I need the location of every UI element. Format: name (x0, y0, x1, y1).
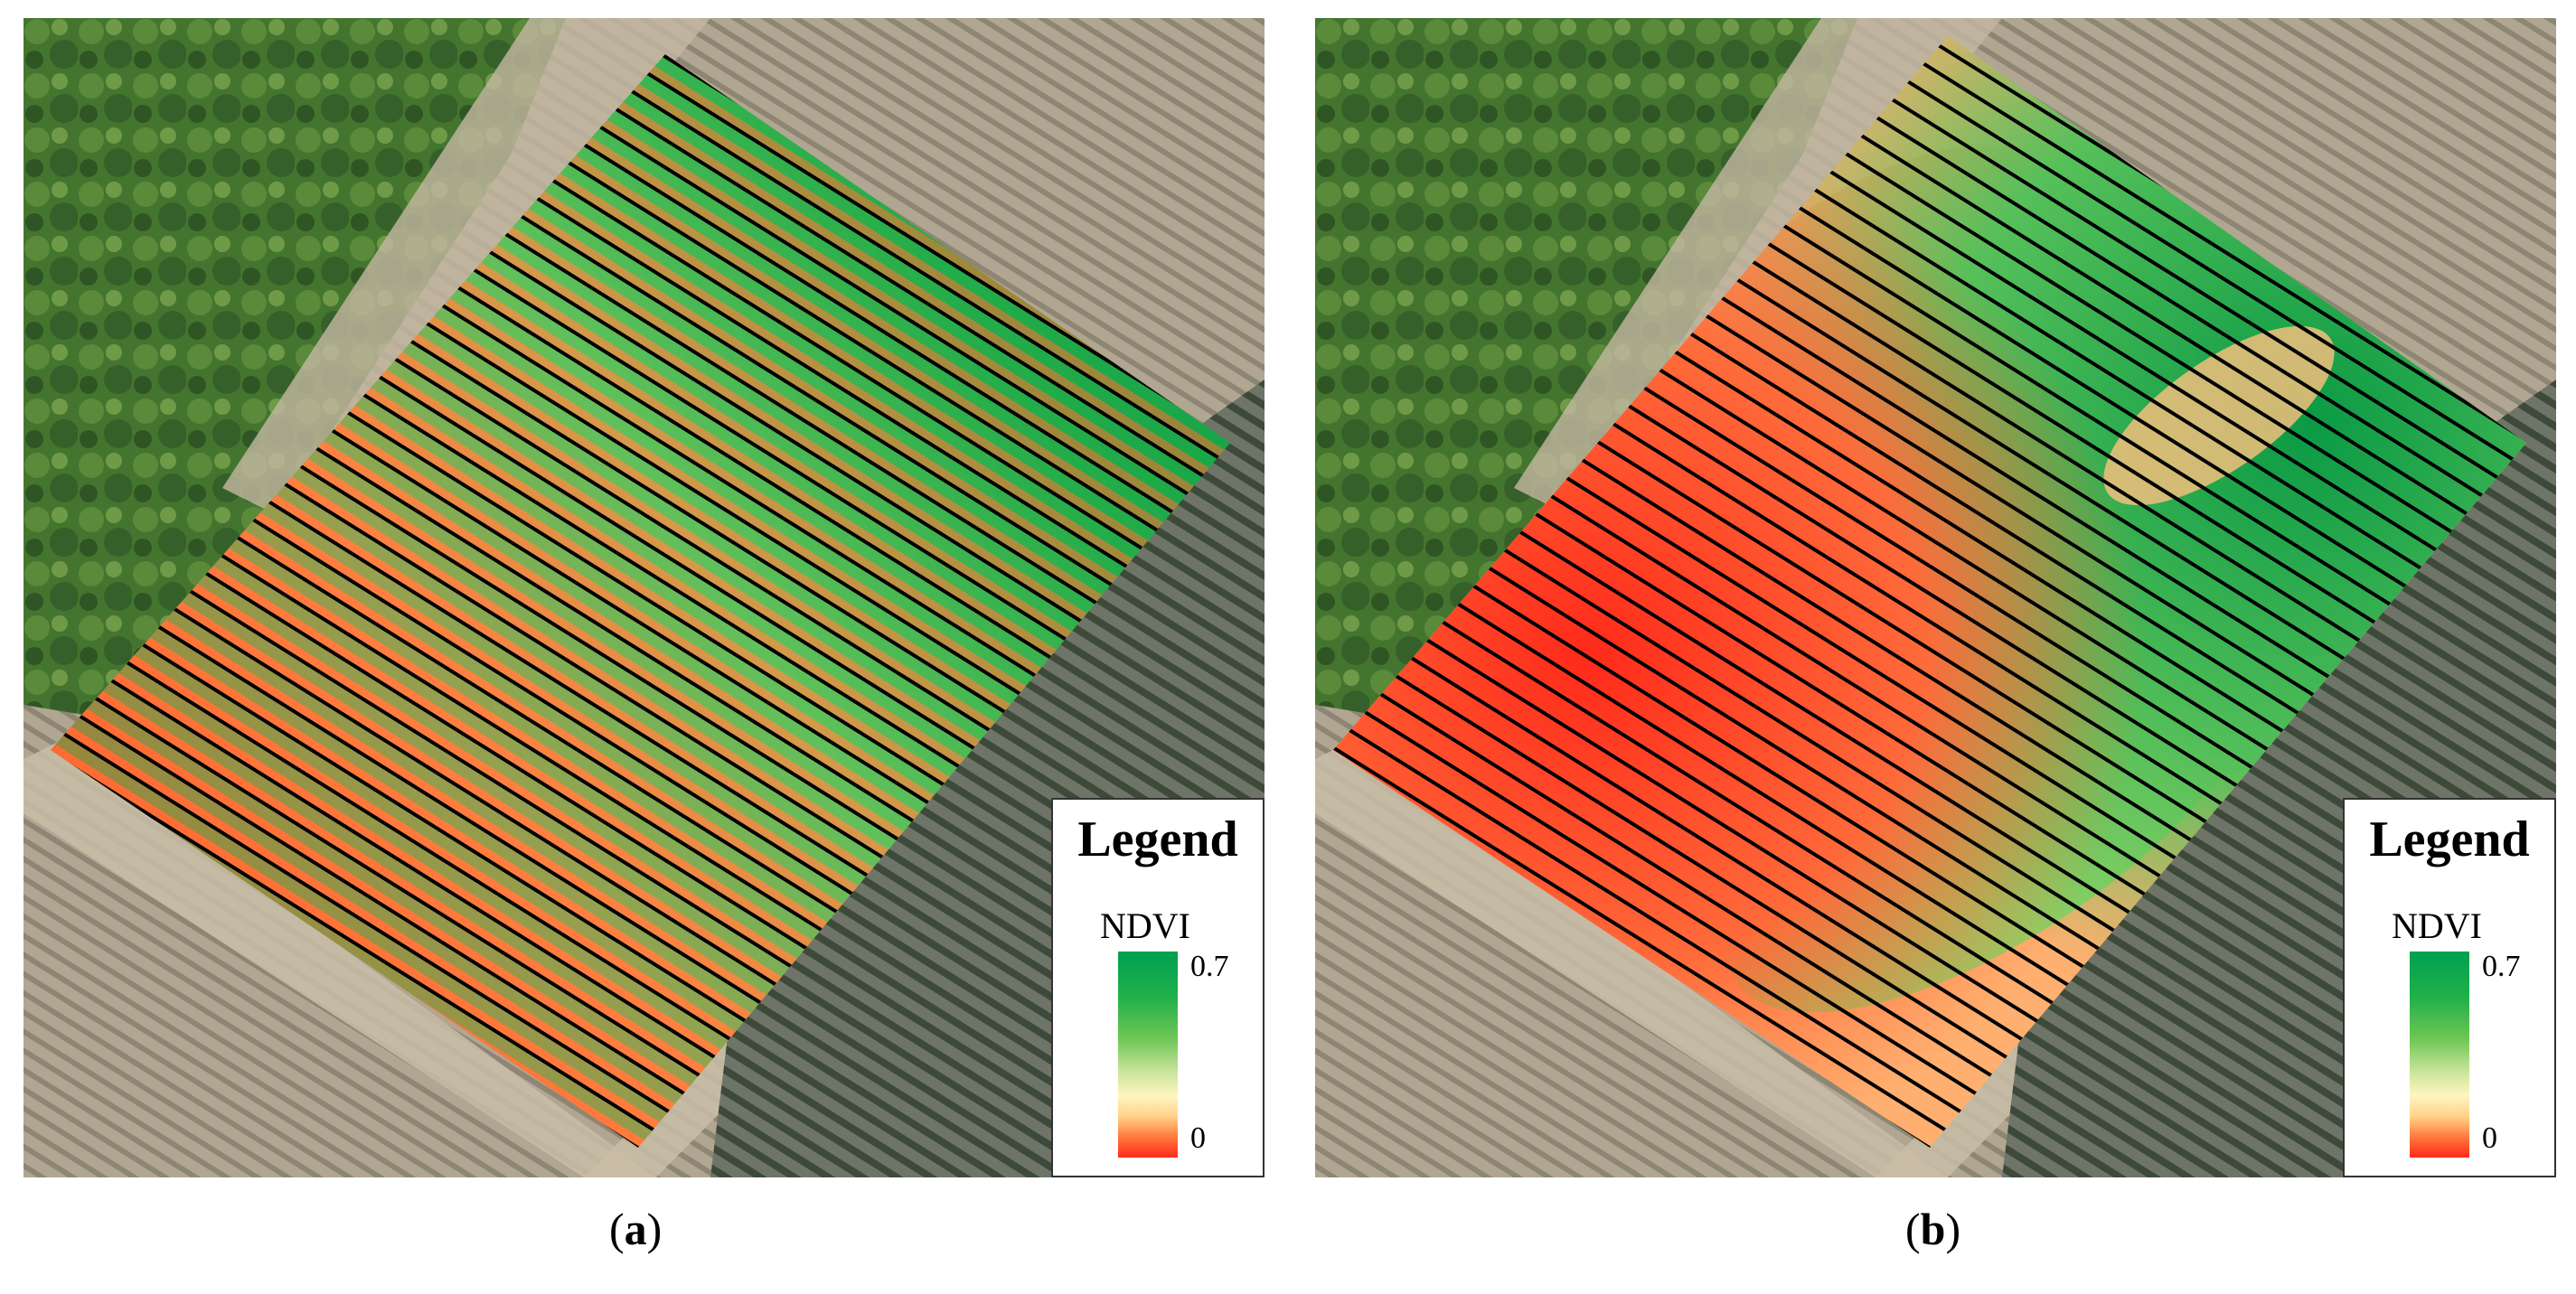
legend-box: Legend NDVI 0.7 0 (2343, 798, 2556, 1177)
caption-a: (a) (609, 1206, 662, 1252)
caption-letter: a (624, 1204, 647, 1254)
legend-layer-label: NDVI (2392, 905, 2482, 946)
legend-max-label: 0.7 (2482, 950, 2521, 983)
legend-max-label: 0.7 (1190, 950, 1229, 983)
legend-title: Legend (2369, 811, 2530, 867)
caption-open: ( (1905, 1204, 1921, 1254)
dirt-road-south (1315, 741, 1948, 1177)
legend-box: Legend NDVI 0.7 0 (1051, 798, 1264, 1177)
legend-layer-label: NDVI (1100, 905, 1190, 946)
caption-open: ( (609, 1204, 625, 1254)
ndvi-color-ramp (1118, 952, 1178, 1158)
caption-close: ) (1945, 1204, 1961, 1254)
ndvi-color-ramp (2410, 952, 2469, 1158)
dirt-road-south (24, 741, 656, 1177)
aerial-map-a (24, 18, 1264, 1177)
caption-letter: b (1920, 1204, 1946, 1254)
map-panel-b: Legend NDVI 0.7 0 (1315, 18, 2556, 1177)
legend-title: Legend (1077, 811, 1238, 867)
caption-b: (b) (1905, 1206, 1960, 1252)
map-panel-a: Legend NDVI 0.7 0 (24, 18, 1264, 1177)
legend-min-label: 0 (1190, 1121, 1206, 1155)
caption-close: ) (646, 1204, 663, 1254)
legend-min-label: 0 (2482, 1121, 2497, 1155)
